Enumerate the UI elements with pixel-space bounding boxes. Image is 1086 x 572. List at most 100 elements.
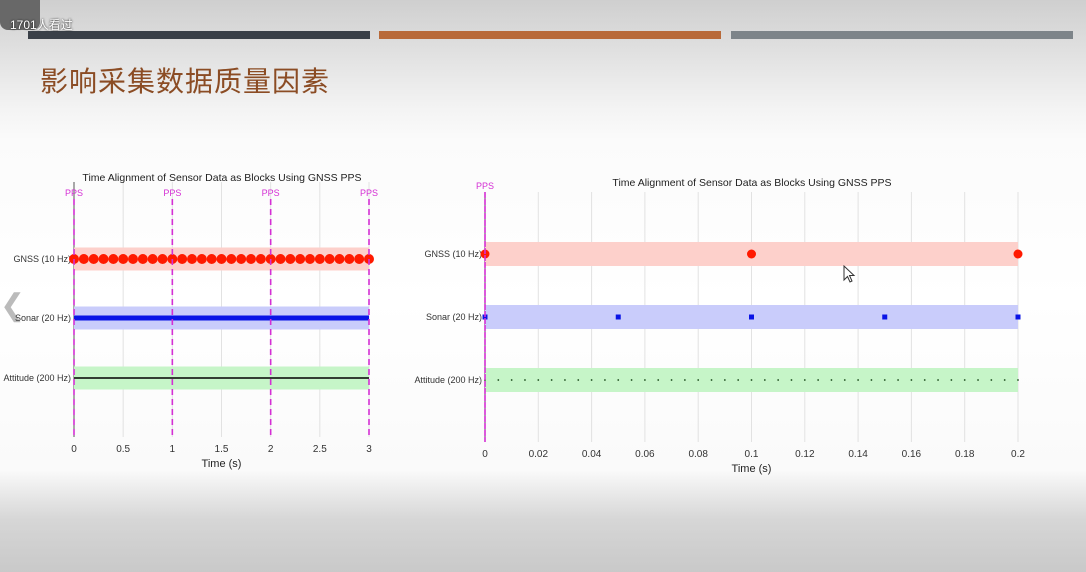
attitude-point	[990, 379, 993, 381]
pps-label: PPS	[262, 188, 280, 198]
x-axis-label: Time (s)	[732, 463, 772, 475]
x-tick-label: 0.04	[582, 449, 602, 460]
gnss-point	[1013, 249, 1023, 259]
x-tick-label: 0	[482, 449, 488, 460]
x-tick-label: 0.1	[745, 449, 759, 460]
gnss-point	[177, 254, 188, 264]
gnss-point	[334, 254, 345, 264]
attitude-point	[697, 379, 700, 381]
attitude-point	[883, 379, 886, 381]
attitude-point	[817, 379, 820, 381]
gnss-point	[108, 254, 119, 264]
gnss-point	[157, 254, 168, 264]
x-tick-label: 0.08	[688, 449, 708, 460]
attitude-point	[870, 379, 873, 381]
gnss-point	[226, 254, 237, 264]
x-tick-label: 0.16	[902, 449, 922, 460]
x-tick-label: 1	[170, 444, 176, 455]
chevron-left-icon[interactable]: ❮	[0, 289, 26, 322]
attitude-point	[710, 379, 713, 381]
y-category-label: Attitude (200 Hz)	[414, 375, 482, 385]
x-tick-label: 0.5	[116, 444, 130, 455]
gnss-point	[324, 254, 335, 264]
x-tick-label: 0.18	[955, 449, 975, 460]
x-tick-label: 0.12	[795, 449, 815, 460]
attitude-point	[923, 379, 926, 381]
pps-label: PPS	[163, 188, 181, 198]
gnss-point	[196, 254, 207, 264]
y-category-label: Attitude (200 Hz)	[3, 373, 71, 383]
header-bar-orange	[379, 31, 721, 39]
gnss-point	[118, 254, 129, 264]
attitude-point	[737, 379, 740, 381]
sonar-point	[615, 314, 621, 320]
x-tick-label: 0.2	[1011, 449, 1025, 460]
gnss-point	[747, 249, 756, 259]
view-count: 1701人看过	[10, 18, 73, 32]
pps-label: PPS	[65, 188, 83, 198]
attitude-point	[750, 379, 753, 381]
x-tick-label: 0	[71, 444, 77, 455]
header-bar-gray	[731, 31, 1073, 39]
x-tick-label: 2.5	[313, 444, 327, 455]
attitude-point	[550, 379, 553, 381]
gnss-point	[305, 254, 315, 264]
pps-label: PPS	[476, 181, 494, 191]
attitude-point	[937, 379, 939, 381]
gnss-point	[344, 254, 355, 264]
attitude-point	[670, 379, 673, 381]
mouse-cursor-icon	[843, 265, 856, 283]
sonar-point	[882, 314, 888, 320]
attitude-point	[723, 379, 726, 381]
x-tick-label: 0.06	[635, 449, 655, 460]
y-category-label: GNSS (10 Hz)	[13, 254, 71, 264]
gnss-point	[285, 254, 296, 264]
attitude-point	[657, 379, 660, 381]
gnss-point	[275, 254, 286, 264]
x-axis-label: Time (s)	[202, 458, 242, 470]
gnss-point	[98, 254, 109, 264]
sonar-point	[749, 314, 754, 320]
gnss-point	[206, 254, 217, 264]
y-category-label: Sonar (20 Hz)	[426, 312, 482, 322]
attitude-point	[977, 379, 979, 381]
attitude-point	[950, 379, 953, 381]
attitude-point	[590, 379, 593, 381]
gnss-point	[78, 254, 89, 264]
attitude-point	[617, 379, 620, 381]
gnss-point	[88, 254, 99, 264]
attitude-point	[577, 379, 580, 381]
attitude-point	[830, 379, 833, 381]
gnss-point	[246, 254, 256, 264]
attitude-point	[777, 379, 780, 381]
attitude-point	[963, 379, 966, 381]
x-tick-label: 0.14	[848, 449, 868, 460]
attitude-point	[510, 379, 513, 381]
gnss-point	[354, 254, 365, 264]
gnss-point	[236, 254, 247, 264]
attitude-point	[910, 379, 913, 381]
attitude-point	[564, 379, 566, 381]
chart-title: Time Alignment of Sensor Data as Blocks …	[82, 172, 361, 184]
gnss-point	[137, 254, 148, 264]
attitude-point	[630, 379, 633, 381]
y-category-label: GNSS (10 Hz)	[424, 249, 482, 259]
attitude-point	[604, 379, 606, 381]
gnss-point	[216, 254, 227, 264]
attitude-point	[790, 379, 793, 381]
slide-title: 影响采集数据质量因素	[40, 65, 331, 98]
attitude-point	[763, 379, 766, 381]
attitude-point	[857, 379, 859, 381]
attitude-point	[497, 379, 500, 381]
gnss-point	[128, 254, 138, 264]
gnss-point	[255, 254, 266, 264]
attitude-point	[1003, 379, 1006, 381]
x-tick-label: 3	[366, 444, 372, 455]
attitude-point	[524, 379, 526, 381]
attitude-point	[683, 379, 686, 381]
x-tick-label: 2	[268, 444, 274, 455]
attitude-point	[1017, 379, 1019, 381]
chart-title: Time Alignment of Sensor Data as Blocks …	[612, 177, 891, 189]
